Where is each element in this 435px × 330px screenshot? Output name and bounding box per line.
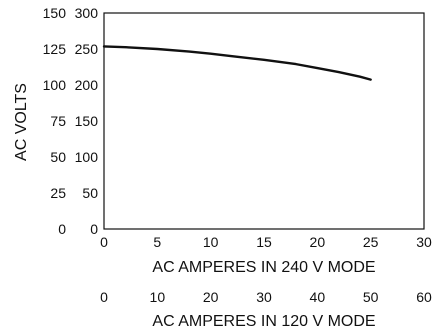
y-tick-label-240: 0 xyxy=(90,221,98,237)
x-tick-label-240: 20 xyxy=(310,234,326,250)
plot-area xyxy=(103,12,425,230)
x-tick-label-120: 50 xyxy=(363,289,379,305)
y-tick-label-240: 50 xyxy=(82,185,98,201)
x-tick-label-120: 0 xyxy=(100,289,108,305)
x-axis-title-120: AC AMPERES IN 120 V MODE xyxy=(152,313,375,330)
y-tick-label-240: 250 xyxy=(75,41,99,57)
x-tick-label-240: 15 xyxy=(256,234,272,250)
y-tick-label-120: 125 xyxy=(43,41,67,57)
x-tick-label-240: 25 xyxy=(363,234,379,250)
x-axis-primary-labels: 0 5 10 15 20 25 30 xyxy=(100,234,432,250)
y-axis-title: AC VOLTS xyxy=(13,83,30,161)
series-line xyxy=(102,45,372,81)
y-axis-volts-240-labels: 0 50 100 150 200 250 300 xyxy=(75,5,99,237)
x-tick-label-240: 5 xyxy=(153,234,161,250)
x-axis-secondary-labels: 0 10 20 30 40 50 60 xyxy=(100,289,432,305)
x-axis-title-240: AC AMPERES IN 240 V MODE xyxy=(152,259,375,276)
x-tick-label-120: 30 xyxy=(256,289,272,305)
series-group xyxy=(102,45,372,81)
y-tick-label-120: 100 xyxy=(43,77,67,93)
y-tick-label-120: 50 xyxy=(50,149,66,165)
y-axis-volts-120-labels: 0 25 50 75 100 125 150 xyxy=(43,5,67,237)
y-tick-label-240: 150 xyxy=(75,113,99,129)
y-tick-label-120: 150 xyxy=(43,5,67,21)
y-tick-label-120: 75 xyxy=(50,113,66,129)
x-tick-label-240: 0 xyxy=(100,234,108,250)
x-tick-label-120: 40 xyxy=(310,289,326,305)
plot-frame xyxy=(103,12,425,230)
y-tick-label-240: 300 xyxy=(75,5,99,21)
y-tick-label-240: 200 xyxy=(75,77,99,93)
y-tick-label-240: 100 xyxy=(75,149,99,165)
y-tick-label-120: 0 xyxy=(58,221,66,237)
y-tick-label-120: 25 xyxy=(50,185,66,201)
x-tick-label-240: 10 xyxy=(203,234,219,250)
x-tick-label-120: 20 xyxy=(203,289,219,305)
x-tick-label-120: 60 xyxy=(416,289,432,305)
x-tick-label-240: 30 xyxy=(416,234,432,250)
x-tick-label-120: 10 xyxy=(150,289,166,305)
